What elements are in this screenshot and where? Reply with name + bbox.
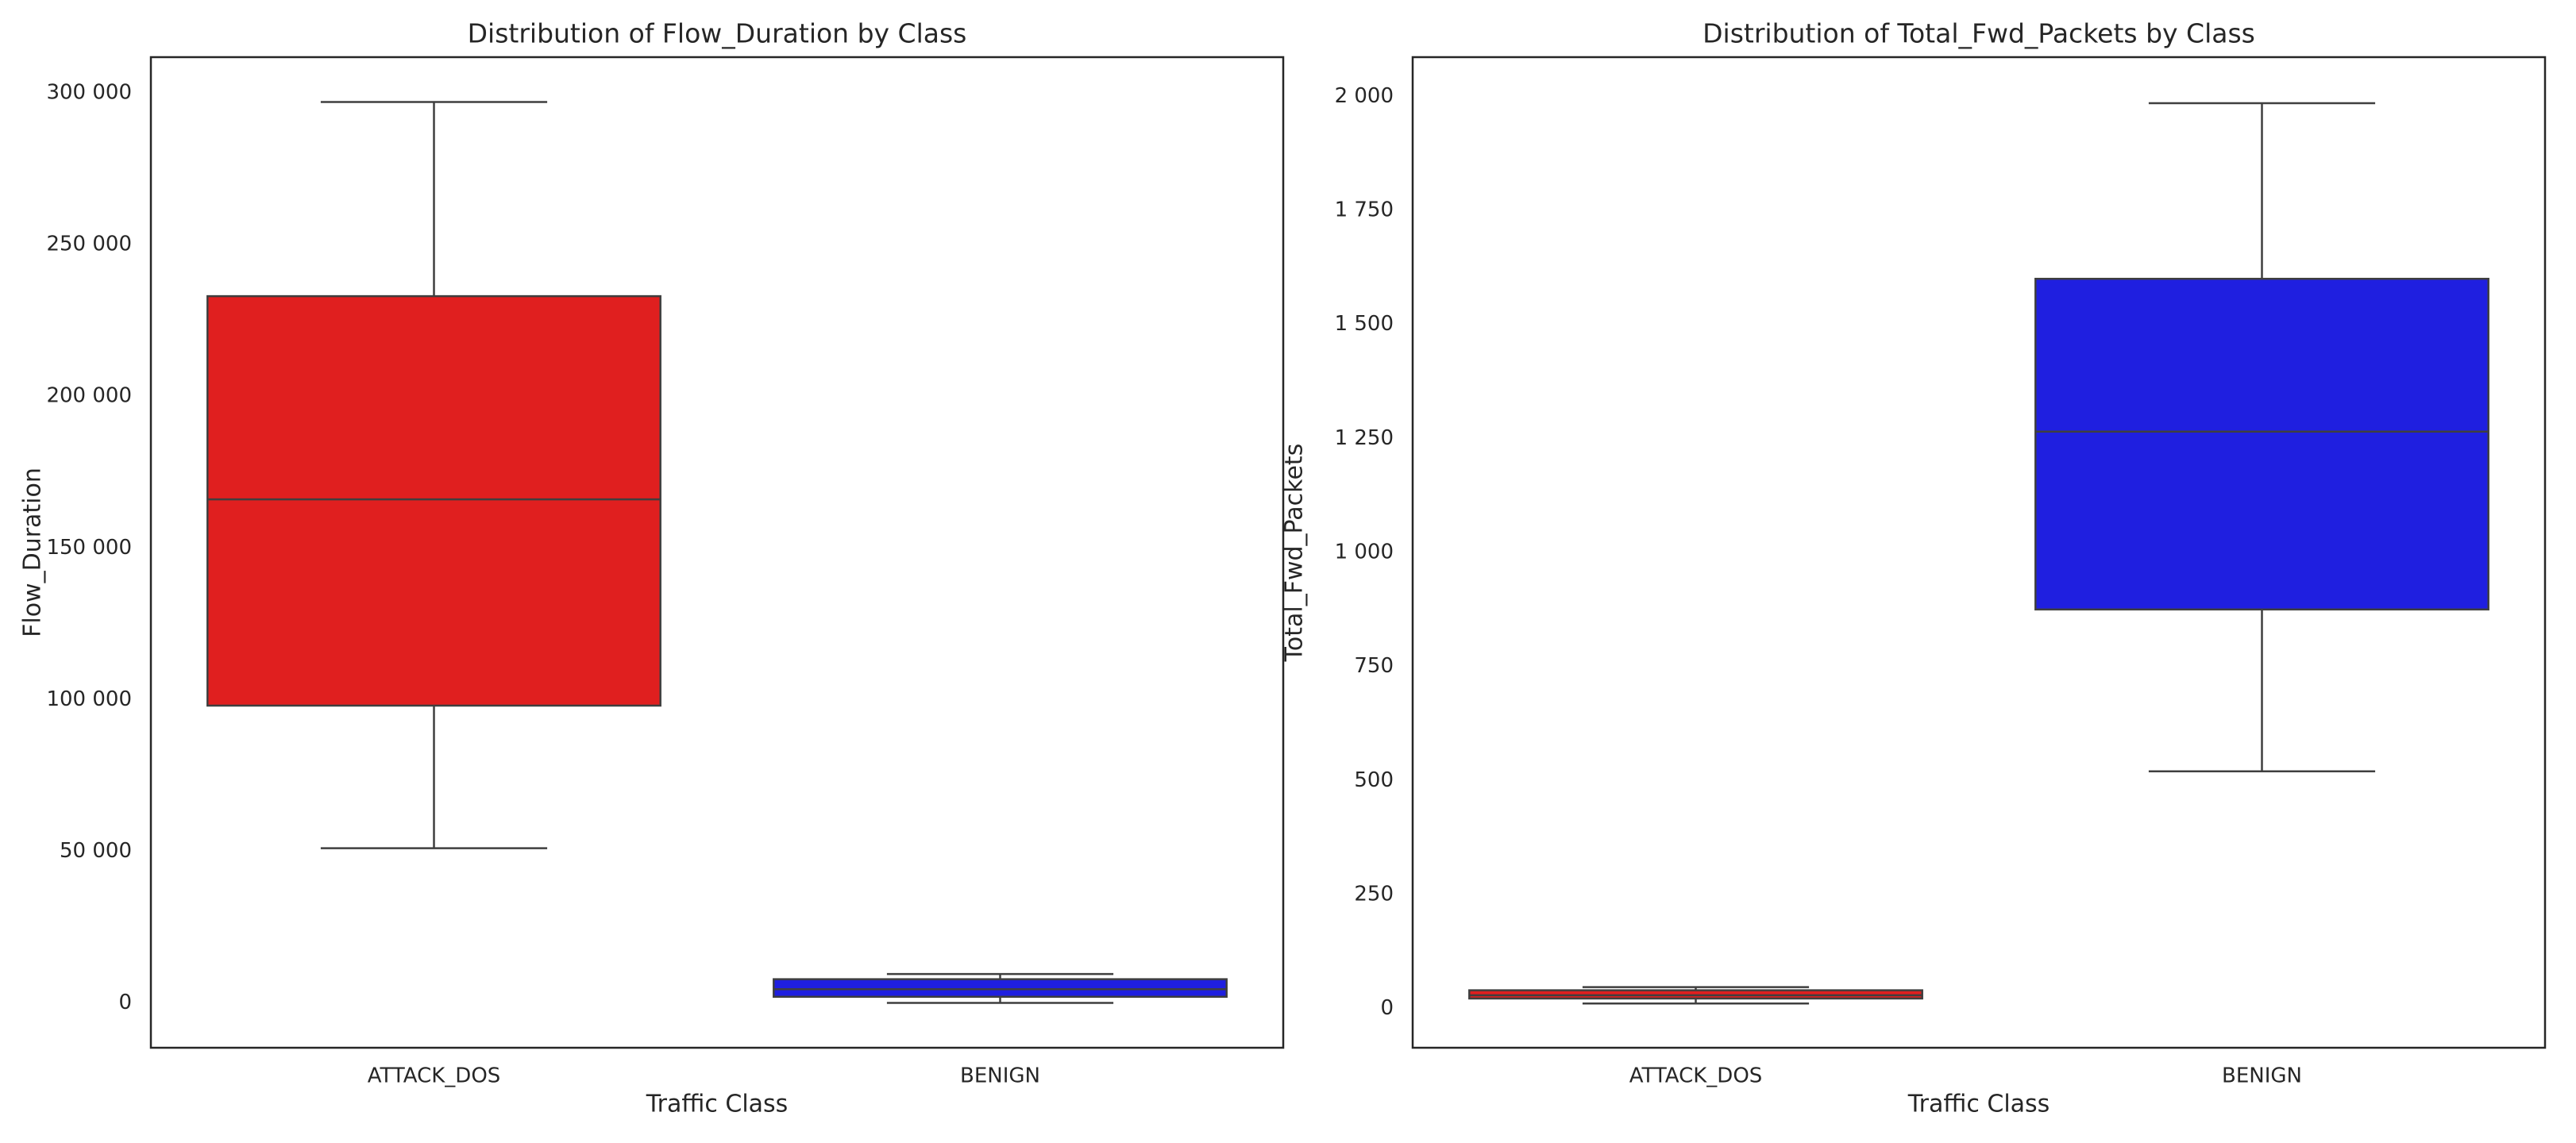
x-axis-label: Traffic Class [646,1091,789,1118]
box [2034,277,2489,611]
y-tick-label: 100 000 [46,687,132,711]
plot-frame [1411,56,2547,1049]
y-tick-label: 0 [118,991,132,1014]
x-axis-label: Traffic Class [1907,1091,2050,1118]
y-tick-label: 50 000 [60,839,132,863]
chart-title: Distribution of Flow_Duration by Class [468,18,967,49]
y-tick-label: 150 000 [46,536,132,560]
y-tick-label: 200 000 [46,384,132,408]
y-tick-label: 1 750 [1335,198,1394,222]
plot-frame [149,56,1285,1049]
y-tick-label: 300 000 [46,81,132,105]
box [206,294,661,707]
y-tick-label: 1 500 [1335,312,1394,336]
x-tick-label: BENIGN [2222,1064,2302,1088]
y-tick-label: 750 [1354,654,1394,678]
y-tick-label: 1 000 [1335,541,1394,564]
y-axis-label: Flow_Duration [19,468,47,637]
y-tick-label: 250 [1354,882,1394,906]
box [773,978,1228,999]
y-tick-label: 500 [1354,768,1394,792]
chart-title: Distribution of Total_Fwd_Packets by Cla… [1703,18,2255,49]
y-tick-label: 0 [1380,996,1394,1020]
y-tick-label: 250 000 [46,233,132,256]
y-tick-label: 2 000 [1335,84,1394,108]
y-tick-label: 1 250 [1335,426,1394,450]
x-tick-label: BENIGN [960,1064,1040,1088]
y-axis-label: Total_Fwd_Packets [1281,444,1309,663]
x-tick-label: ATTACK_DOS [368,1064,501,1088]
x-tick-label: ATTACK_DOS [1629,1064,1763,1088]
